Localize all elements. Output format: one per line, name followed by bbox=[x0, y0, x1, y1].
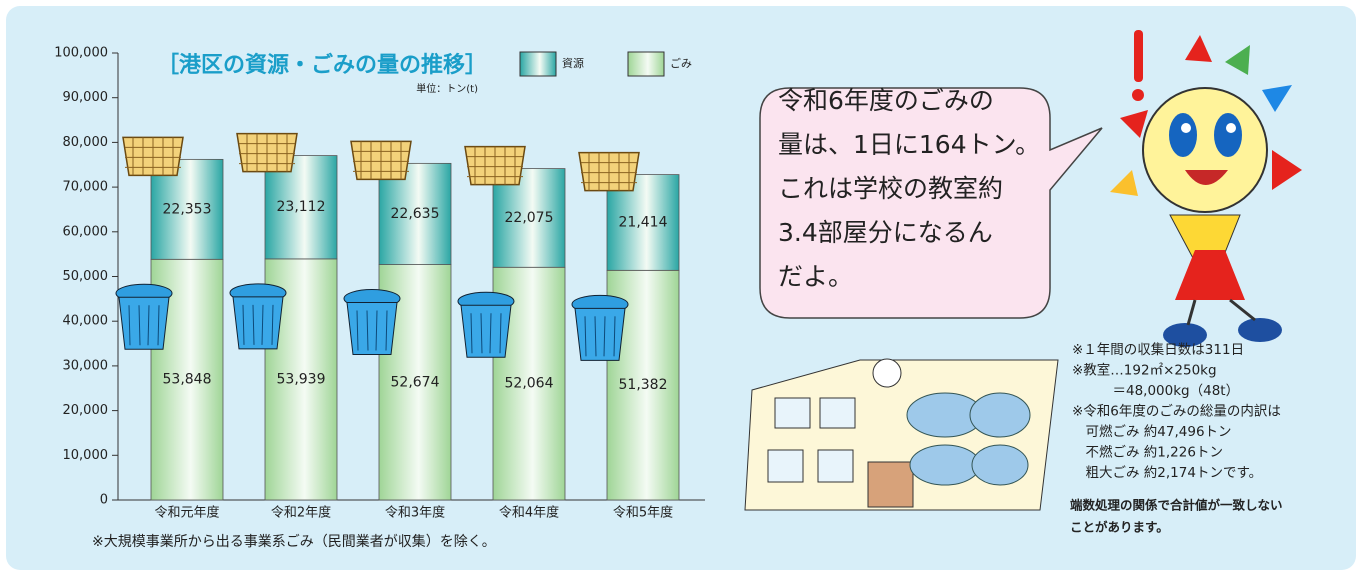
window bbox=[820, 398, 855, 428]
y-tick-label: 0 bbox=[100, 493, 108, 508]
window bbox=[768, 450, 803, 482]
note-line: ＝48,000kg（48t） bbox=[1072, 383, 1239, 399]
basket-icon bbox=[237, 134, 297, 172]
y-tick-label: 20,000 bbox=[63, 403, 109, 418]
can-body bbox=[575, 308, 625, 360]
legend-swatch bbox=[628, 52, 664, 76]
x-tick-label: 令和5年度 bbox=[613, 505, 673, 521]
value-label: 23,112 bbox=[277, 199, 326, 215]
eye bbox=[1169, 113, 1197, 157]
trash-can-icon bbox=[572, 295, 628, 360]
basket-icon bbox=[579, 153, 639, 191]
note-line: ※教室…192㎡×250kg bbox=[1072, 362, 1217, 379]
note-line: 不燃ごみ 約1,226トン bbox=[1072, 444, 1223, 461]
legend-label: 資源 bbox=[562, 56, 584, 70]
chart-title: ［港区の資源・ごみの量の推移］ bbox=[157, 52, 487, 78]
shoe bbox=[1238, 318, 1282, 342]
page: ［港区の資源・ごみの量の推移］ 単位：トン(t) ※大規模事業所から出る事業系ご… bbox=[0, 0, 1362, 580]
x-tick-label: 令和元年度 bbox=[154, 505, 219, 521]
infographic: ［港区の資源・ごみの量の推移］ 単位：トン(t) ※大規模事業所から出る事業系ご… bbox=[0, 0, 1362, 576]
y-tick-label: 70,000 bbox=[63, 180, 109, 195]
x-tick-label: 令和4年度 bbox=[499, 505, 559, 521]
value-label: 51,382 bbox=[619, 377, 668, 393]
y-tick-label: 100,000 bbox=[54, 46, 108, 61]
school bbox=[745, 359, 1058, 510]
bubble-line: だよ。 bbox=[778, 262, 853, 291]
trash-can-icon bbox=[344, 290, 400, 355]
value-label: 22,075 bbox=[505, 210, 554, 226]
value-label: 22,353 bbox=[163, 201, 212, 217]
y-tick-label: 90,000 bbox=[63, 90, 109, 105]
y-tick-label: 80,000 bbox=[63, 135, 109, 150]
note-line: 可燃ごみ 約47,496トン bbox=[1072, 423, 1232, 440]
value-label: 21,414 bbox=[619, 214, 668, 230]
window bbox=[818, 450, 853, 482]
basket-icon bbox=[351, 141, 411, 179]
basket-icon bbox=[465, 147, 525, 185]
eye bbox=[1214, 113, 1242, 157]
value-label: 53,848 bbox=[163, 372, 212, 388]
value-label: 52,064 bbox=[505, 376, 554, 392]
y-tick-label: 30,000 bbox=[63, 358, 109, 373]
y-tick-label: 60,000 bbox=[63, 224, 109, 239]
bubble-line: 3.4部屋分になるん bbox=[778, 218, 993, 247]
note-line: 粗大ごみ 約2,174トンです。 bbox=[1072, 465, 1262, 481]
eye-shine bbox=[1226, 123, 1236, 133]
footnote: ※大規模事業所から出る事業系ごみ（民間業者が収集）を除く。 bbox=[92, 533, 496, 550]
clock bbox=[873, 359, 901, 387]
face bbox=[1143, 88, 1267, 212]
trash-can-icon bbox=[230, 284, 286, 349]
unit: 単位：トン(t) bbox=[416, 82, 478, 95]
exclamation-dot bbox=[1132, 89, 1144, 101]
y-tick-label: 10,000 bbox=[63, 448, 109, 463]
y-tick-label: 40,000 bbox=[63, 314, 109, 329]
trash-can-icon bbox=[116, 284, 172, 349]
x-tick-label: 令和2年度 bbox=[271, 505, 331, 521]
caution-line: ことがあります。 bbox=[1070, 520, 1169, 535]
basket-icon bbox=[123, 137, 183, 175]
caution-line: 端数処理の関係で合計値が一致しない bbox=[1070, 498, 1283, 513]
trash-can-icon bbox=[458, 292, 514, 357]
door bbox=[868, 462, 913, 507]
window bbox=[775, 398, 810, 428]
legend-swatch bbox=[520, 52, 556, 76]
bubble-line: 量は、1日に164トン。 bbox=[778, 130, 1040, 159]
legend-label: ごみ bbox=[670, 56, 692, 70]
can-body bbox=[461, 305, 511, 357]
can-body bbox=[233, 297, 283, 349]
can-body bbox=[347, 303, 397, 355]
value-label: 22,635 bbox=[391, 206, 440, 222]
value-label: 52,674 bbox=[391, 374, 440, 390]
x-tick-label: 令和3年度 bbox=[385, 505, 445, 521]
note-line: ※令和6年度のごみの総量の内訳は bbox=[1072, 404, 1281, 420]
can-body bbox=[119, 297, 169, 349]
bubble-line: 令和6年度のごみの bbox=[778, 86, 994, 115]
exclamation bbox=[1134, 30, 1143, 82]
bags bbox=[972, 445, 1028, 485]
bubble-line: これは学校の教室約 bbox=[778, 174, 1003, 203]
value-label: 53,939 bbox=[277, 371, 326, 387]
bags bbox=[910, 445, 980, 485]
bags bbox=[970, 393, 1030, 437]
eye-shine bbox=[1181, 123, 1191, 133]
y-tick-label: 50,000 bbox=[63, 269, 109, 284]
note-line: ※１年間の収集日数は311日 bbox=[1072, 342, 1244, 358]
